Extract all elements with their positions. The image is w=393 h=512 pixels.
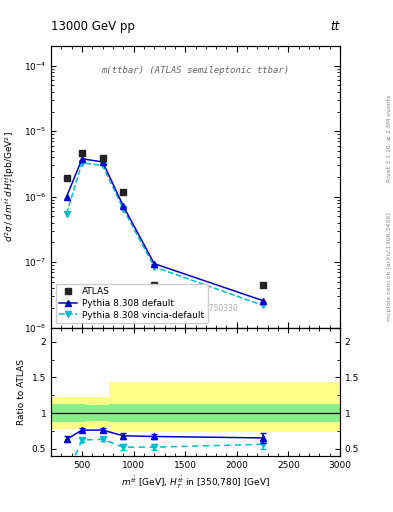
Bar: [51, 397, 86, 430]
Line: Pythia 8.308 default: Pythia 8.308 default: [63, 156, 266, 304]
Pythia 8.308 vincia-default: [260, 302, 265, 308]
ATLAS: [64, 176, 69, 182]
Pythia 8.308 default: [121, 203, 126, 209]
ATLAS: [121, 188, 126, 195]
Text: 13000 GeV pp: 13000 GeV pp: [51, 20, 135, 33]
Pythia 8.308 vincia-default: [100, 162, 105, 168]
ATLAS: [80, 150, 84, 156]
ATLAS: [100, 155, 105, 161]
X-axis label: $m^{t\bar{t}}$ [GeV], $H_T^{t\bar{t}}$ in [350,780] [GeV]: $m^{t\bar{t}}$ [GeV], $H_T^{t\bar{t}}$ i…: [121, 475, 270, 492]
Text: ATLAS_2019_I1750330: ATLAS_2019_I1750330: [152, 303, 239, 312]
Pythia 8.308 vincia-default: [80, 160, 84, 166]
ATLAS: [260, 282, 265, 288]
Pythia 8.308 vincia-default: [152, 264, 156, 270]
Y-axis label: $d^2\sigma\,/\,d\,m^{t\bar{t}}\,d\,H_T^{t\bar{t}}$[pb/GeV$^2$]: $d^2\sigma\,/\,d\,m^{t\bar{t}}\,d\,H_T^{…: [2, 132, 18, 242]
Bar: [86, 405, 109, 421]
Bar: [109, 382, 206, 432]
Bar: [86, 397, 109, 427]
Pythia 8.308 vincia-default: [64, 210, 69, 217]
Bar: [206, 382, 340, 432]
ATLAS: [152, 282, 156, 288]
Bar: [51, 404, 86, 422]
Pythia 8.308 default: [152, 261, 156, 267]
Line: ATLAS: ATLAS: [63, 150, 266, 288]
Text: m(ttbar) (ATLAS semileptonic ttbar): m(ttbar) (ATLAS semileptonic ttbar): [101, 66, 290, 75]
Pythia 8.308 default: [260, 297, 265, 304]
Y-axis label: Ratio to ATLAS: Ratio to ATLAS: [17, 359, 26, 424]
Line: Pythia 8.308 vincia-default: Pythia 8.308 vincia-default: [63, 160, 266, 308]
Text: Rivet 3.1.10, ≥ 2.8M events: Rivet 3.1.10, ≥ 2.8M events: [387, 95, 391, 182]
Pythia 8.308 default: [80, 156, 84, 162]
Text: tt: tt: [331, 20, 340, 33]
Text: mcplots.cern.ch [arXiv:1306.3436]: mcplots.cern.ch [arXiv:1306.3436]: [387, 212, 391, 321]
Bar: [109, 404, 206, 422]
Bar: [206, 404, 340, 422]
Pythia 8.308 default: [64, 194, 69, 200]
Legend: ATLAS, Pythia 8.308 default, Pythia 8.308 vincia-default: ATLAS, Pythia 8.308 default, Pythia 8.30…: [55, 284, 208, 323]
Pythia 8.308 vincia-default: [121, 206, 126, 212]
Pythia 8.308 default: [100, 159, 105, 165]
